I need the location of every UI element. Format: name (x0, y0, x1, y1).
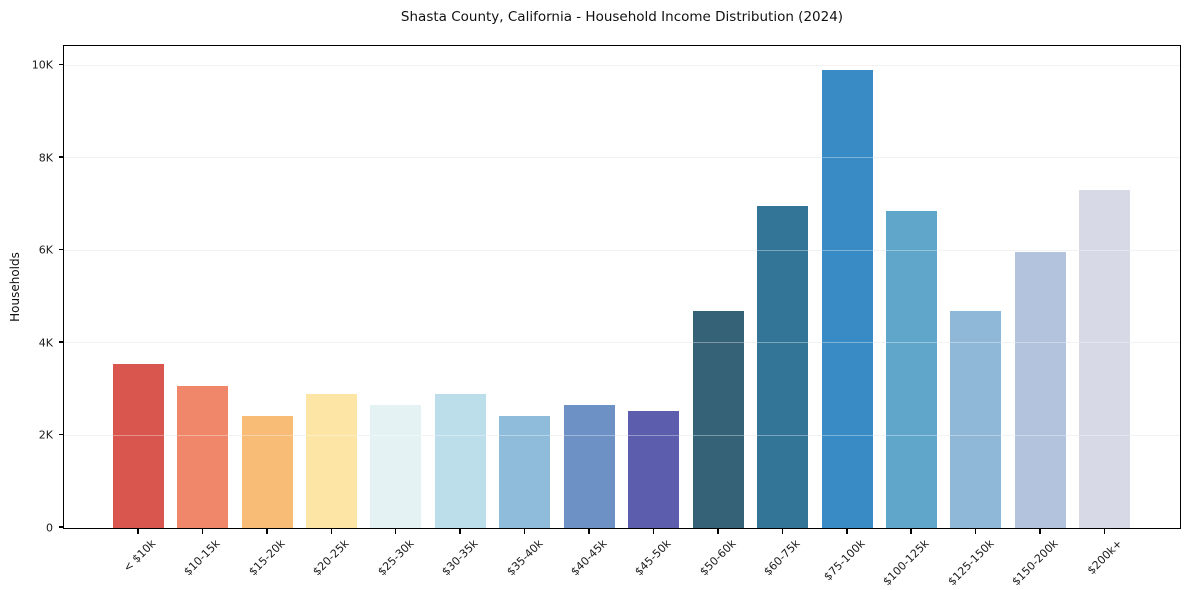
x-tick-mark (1039, 529, 1041, 534)
x-tick-mark (781, 529, 784, 534)
y-tick-mark (59, 341, 63, 343)
gridline (64, 157, 1180, 158)
x-tick-label: $40-45k (568, 537, 610, 579)
bar (885, 210, 937, 528)
x-tick-mark (588, 529, 590, 534)
x-tick-label: $125-150k (944, 537, 997, 589)
y-axis-label: Households (8, 252, 22, 322)
plot-area (63, 45, 1181, 529)
bar (499, 416, 551, 528)
x-tick-mark (137, 529, 139, 534)
x-tick-label: $25-30k (374, 537, 417, 579)
x-tick-mark (459, 529, 461, 534)
bar (434, 393, 486, 528)
x-tick-mark (523, 529, 526, 534)
bar (112, 363, 164, 528)
x-tick-label: $100-125k (880, 537, 932, 589)
x-tick-label: $15-20k (246, 537, 288, 579)
y-axis: 0 2K 4K 6K 8K 10K (0, 45, 63, 534)
y-tick-mark (59, 433, 63, 435)
x-tick-mark (974, 529, 977, 534)
chart-title: Shasta County, California - Household In… (400, 9, 844, 25)
x-tick-mark (717, 529, 719, 534)
y-tick-mark (59, 156, 63, 158)
x-tick-mark (201, 529, 204, 534)
bar (563, 404, 615, 528)
x-tick-mark (910, 529, 912, 534)
y-tick-label: 10K (31, 58, 53, 72)
bar (1079, 190, 1131, 528)
gridline (64, 434, 1180, 436)
bar (1014, 251, 1066, 528)
x-tick-mark (330, 529, 333, 534)
bar (628, 411, 680, 528)
bar (821, 70, 873, 528)
x-tick-label: $30-35k (439, 537, 481, 579)
x-tick-mark (266, 529, 268, 534)
x-tick-mark (394, 529, 397, 534)
x-tick-mark (846, 529, 848, 534)
gridline (64, 249, 1180, 251)
x-tick-label: $50-60k (697, 537, 739, 579)
x-axis: < $10k $10-15k $15-20k $20-25k $25-30k $30-35… (63, 529, 1181, 590)
y-tick-mark (59, 63, 63, 65)
bar (692, 310, 744, 528)
bar (177, 385, 229, 528)
gridline (64, 249, 1180, 251)
gridline (64, 342, 1180, 343)
y-tick-label: 6K (38, 243, 53, 257)
bar (306, 393, 358, 528)
y-tick-label: 0 (46, 521, 53, 534)
x-tick-label: $200k+ (1084, 537, 1125, 578)
x-tick-label: < $10k (120, 537, 159, 575)
y-tick-mark (59, 526, 63, 528)
y-tick-label: 4K (38, 336, 53, 349)
x-tick-mark (1103, 529, 1106, 534)
gridline (64, 64, 1180, 66)
bar (757, 206, 809, 528)
bar (370, 405, 422, 528)
y-tick-label: 8K (38, 151, 53, 164)
gridline (64, 342, 1180, 343)
bar (950, 310, 1002, 528)
x-tick-label: $45-50k (632, 537, 674, 579)
x-tick-label: $20-25k (310, 537, 352, 579)
gridline (64, 64, 1180, 66)
x-tick-label: $150-200k (1009, 537, 1061, 589)
x-tick-label: $60-75k (761, 537, 803, 579)
x-tick-label: $10-15k (181, 537, 223, 579)
x-tick-mark (652, 529, 655, 534)
gridline (64, 434, 1180, 436)
gridline (64, 157, 1180, 158)
x-tick-label: $75-100k (821, 537, 868, 584)
x-tick-label: $35-40k (503, 537, 546, 579)
y-tick-mark (59, 248, 63, 250)
bar (241, 416, 293, 528)
y-tick-label: 2K (38, 428, 53, 442)
